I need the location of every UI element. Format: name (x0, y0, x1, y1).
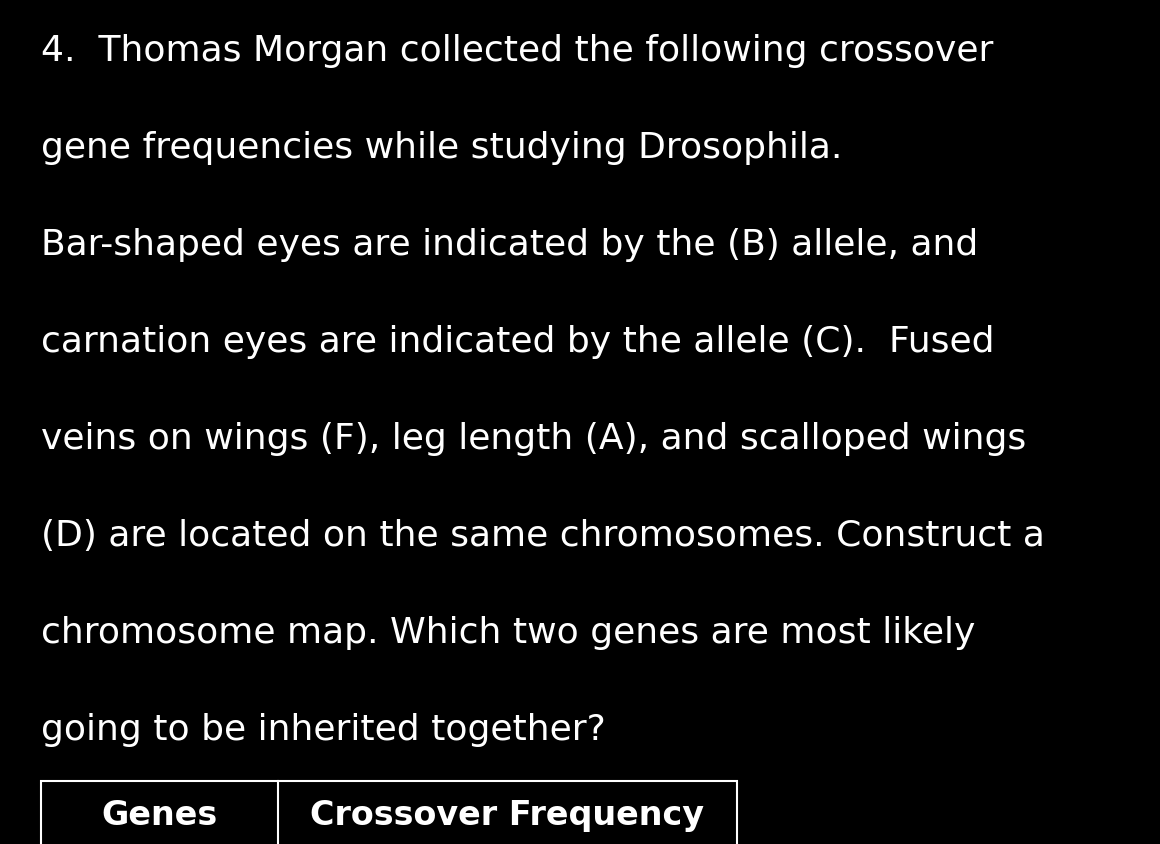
Text: Genes: Genes (101, 798, 218, 832)
Text: going to be inherited together?: going to be inherited together? (41, 713, 606, 747)
Text: chromosome map. Which two genes are most likely: chromosome map. Which two genes are most… (41, 616, 974, 650)
Text: veins on wings (F), leg length (A), and scalloped wings: veins on wings (F), leg length (A), and … (41, 422, 1025, 456)
Text: Crossover Frequency: Crossover Frequency (311, 798, 704, 832)
Text: (D) are located on the same chromosomes. Construct a: (D) are located on the same chromosomes.… (41, 519, 1044, 553)
Text: Bar-shaped eyes are indicated by the (B) allele, and: Bar-shaped eyes are indicated by the (B)… (41, 228, 978, 262)
Text: carnation eyes are indicated by the allele (C).  Fused: carnation eyes are indicated by the alle… (41, 325, 994, 359)
Text: gene frequencies while studying Drosophila.: gene frequencies while studying Drosophi… (41, 131, 842, 165)
Text: 4.  Thomas Morgan collected the following crossover: 4. Thomas Morgan collected the following… (41, 34, 993, 68)
Bar (41, 781, 737, 844)
